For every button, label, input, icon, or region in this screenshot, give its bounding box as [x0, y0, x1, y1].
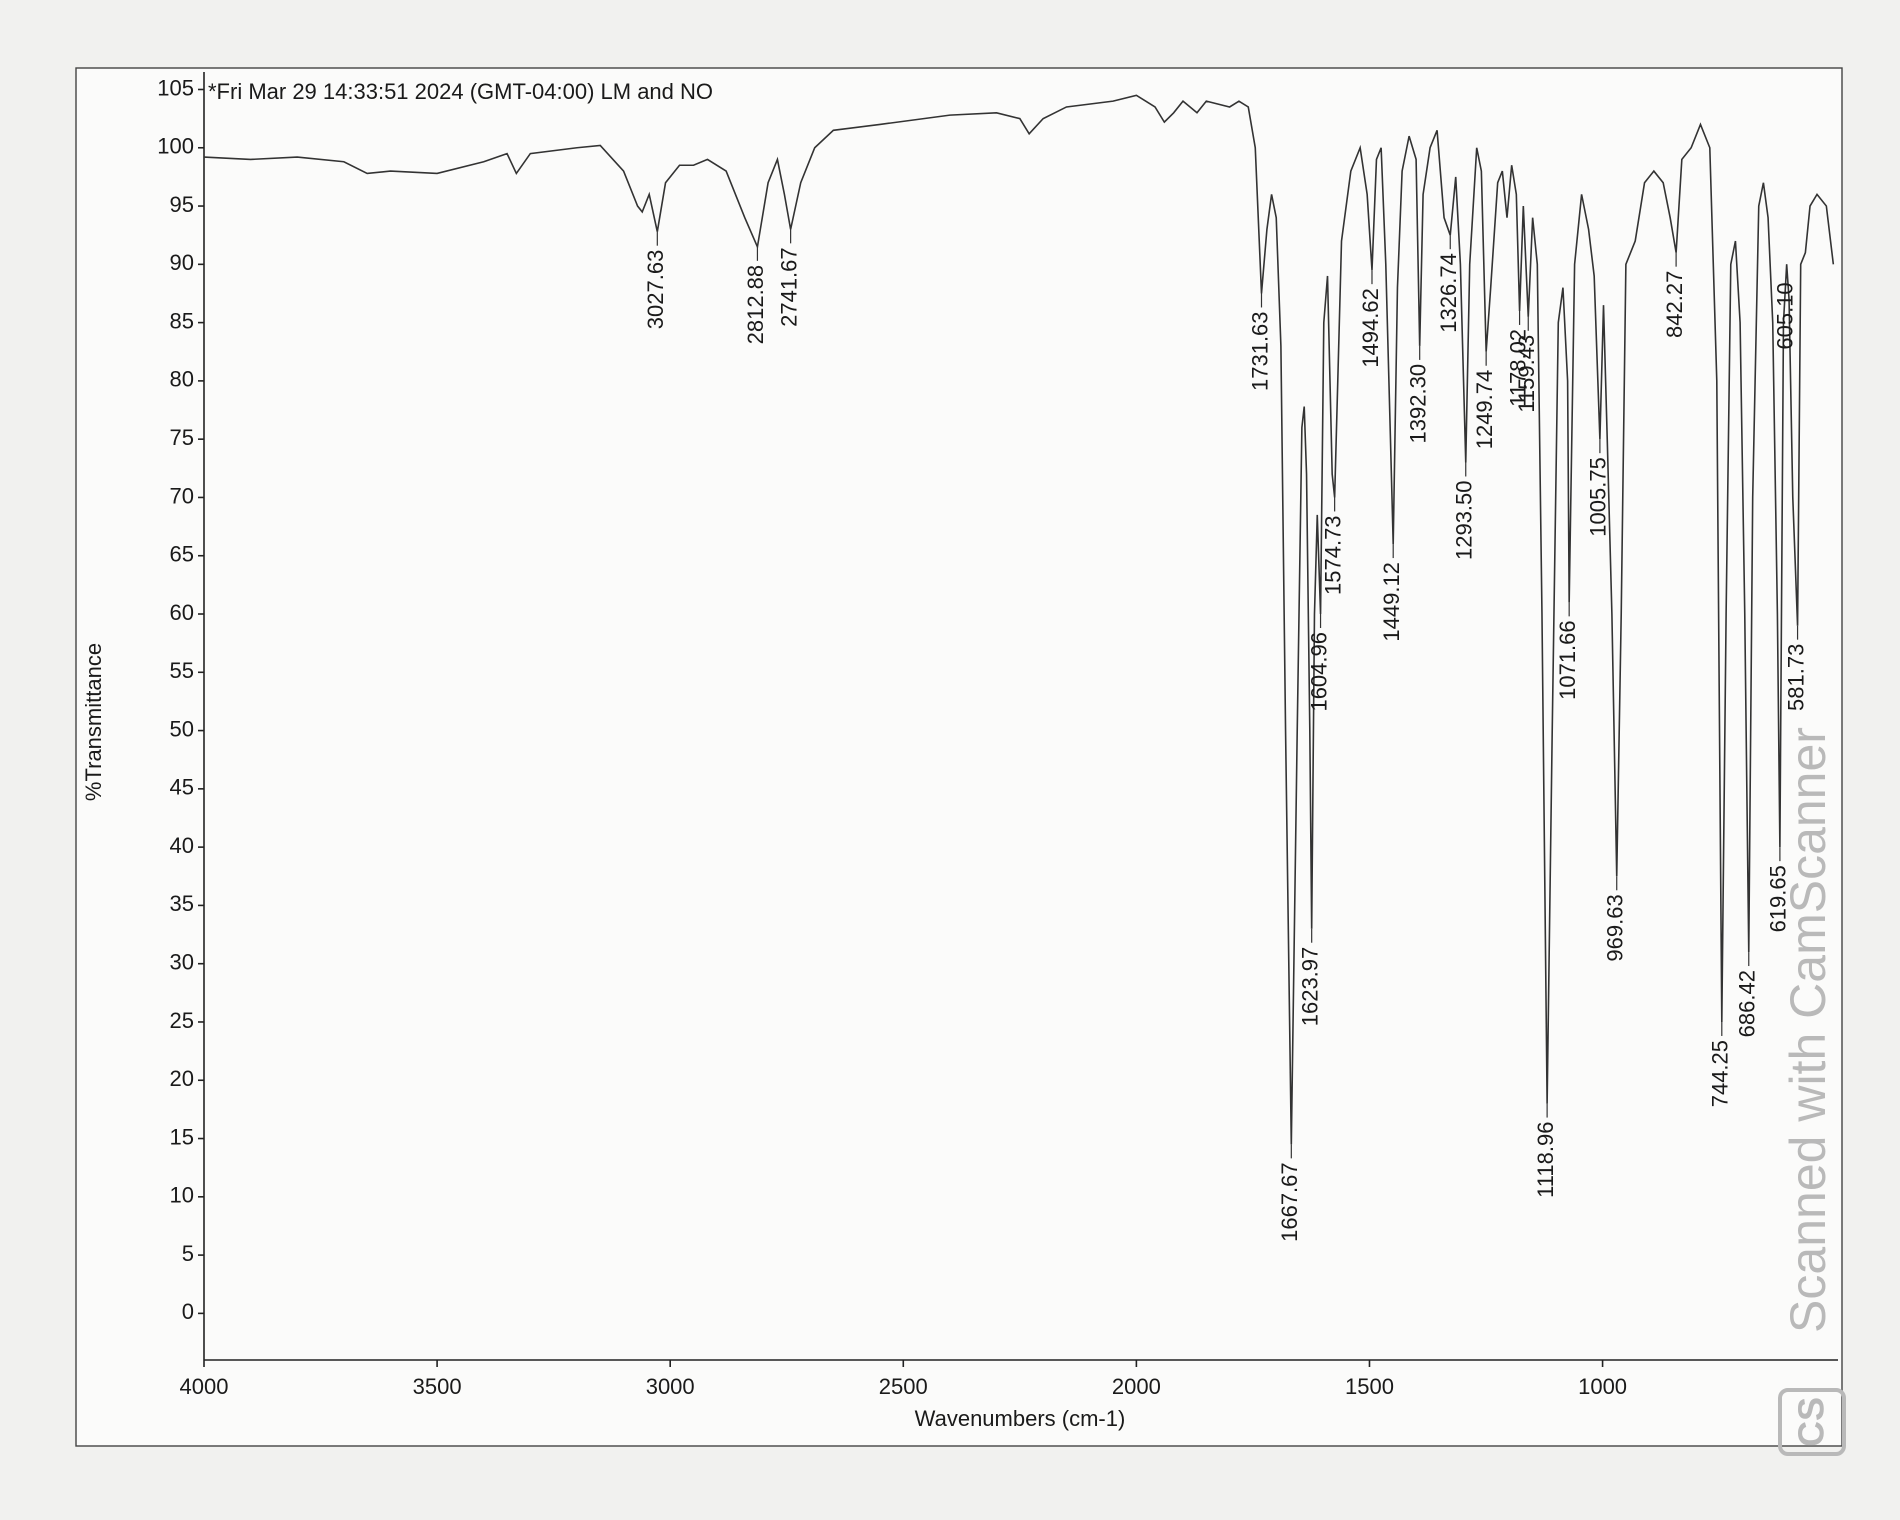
y-tick-label: 25	[170, 1008, 194, 1033]
x-tick-label: 2500	[879, 1374, 928, 1399]
frame	[75, 67, 1843, 1447]
y-tick-label: 65	[170, 542, 194, 567]
peak-label: 605.10	[1772, 282, 1797, 349]
y-tick-label: 15	[170, 1124, 194, 1149]
peak-label: 581.73	[1783, 644, 1808, 711]
y-tick-label: 40	[170, 833, 194, 858]
x-tick-label: 4000	[180, 1374, 229, 1399]
y-tick-label: 0	[182, 1299, 194, 1324]
y-tick-label: 30	[170, 950, 194, 975]
x-tick-label: 1500	[1345, 1374, 1394, 1399]
y-tick-label: 45	[170, 775, 194, 800]
peak-label: 3027.63	[643, 250, 668, 330]
peak-label: 1159.43	[1514, 335, 1539, 413]
peak-label: 1623.97	[1297, 947, 1322, 1027]
x-tick-label: 3500	[413, 1374, 462, 1399]
peak-label: 1392.30	[1405, 364, 1430, 444]
peak-label: 1731.63	[1247, 311, 1272, 391]
chart-title: *Fri Mar 29 14:33:51 2024 (GMT-04:00) LM…	[208, 79, 713, 104]
x-tick-label: 2000	[1112, 1374, 1161, 1399]
watermark: Scanned with CamScanner	[1780, 727, 1836, 1333]
peak-label: 969.63	[1603, 894, 1628, 961]
y-tick-label: 105	[157, 75, 194, 100]
x-tick-label: 1000	[1578, 1374, 1627, 1399]
y-tick-label: 35	[170, 891, 194, 916]
peak-label: 686.42	[1735, 970, 1760, 1037]
peak-label: 1449.12	[1379, 562, 1404, 642]
y-tick-label: 75	[170, 425, 194, 450]
peak-label: 1071.66	[1555, 620, 1580, 700]
watermark-logo-box	[1778, 1388, 1846, 1456]
spectrum-line	[203, 94, 1835, 1145]
peak-label: 2812.88	[743, 265, 768, 345]
peak-label: 1118.96	[1533, 1122, 1558, 1198]
peak-label: 1494.62	[1358, 288, 1383, 368]
peak-label: 1667.67	[1277, 1162, 1302, 1242]
y-tick-label: 95	[170, 192, 194, 217]
y-axis-label: %Transmittance	[81, 643, 106, 801]
y-tick-label: 20	[170, 1066, 194, 1091]
peak-label: 1293.50	[1452, 480, 1477, 560]
peak-label: 744.25	[1708, 1040, 1733, 1107]
y-tick-label: 85	[170, 308, 194, 333]
x-axis-label: Wavenumbers (cm-1)	[915, 1406, 1126, 1431]
y-tick-label: 80	[170, 367, 194, 392]
peak-label: 1249.74	[1472, 370, 1497, 450]
peak-label: 1574.73	[1320, 515, 1345, 595]
peak-label: 842.27	[1662, 271, 1687, 338]
y-tick-label: 90	[170, 250, 194, 275]
peak-label: 1005.75	[1586, 457, 1611, 537]
peak-label: 1604.96	[1306, 632, 1331, 712]
peak-label: 2741.67	[776, 247, 801, 327]
peak-label: 619.65	[1766, 865, 1791, 932]
y-tick-label: 5	[182, 1241, 194, 1266]
watermark-logo: CS	[1791, 1397, 1832, 1447]
peak-label: 1326.74	[1436, 253, 1461, 333]
y-tick-label: 55	[170, 658, 194, 683]
y-tick-label: 10	[170, 1183, 194, 1208]
y-tick-label: 60	[170, 600, 194, 625]
peak-label: 1178.02	[1505, 329, 1530, 407]
y-tick-label: 100	[157, 134, 194, 159]
x-tick-label: 3000	[646, 1374, 695, 1399]
y-tick-label: 70	[170, 483, 194, 508]
y-tick-label: 50	[170, 716, 194, 741]
